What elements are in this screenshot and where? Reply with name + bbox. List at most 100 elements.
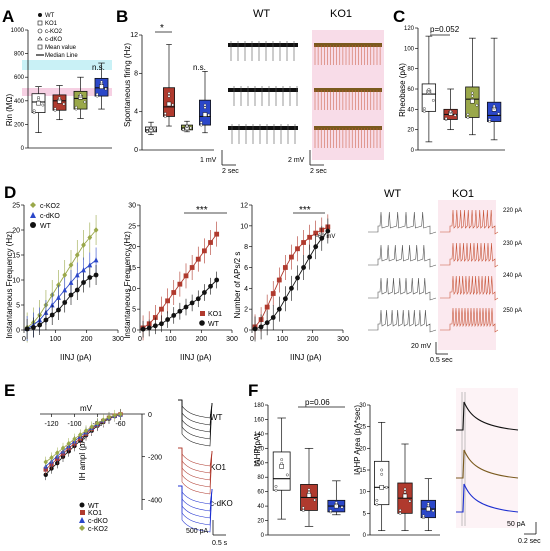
box-point [79, 93, 82, 97]
y-tick-label: 1000 [11, 28, 25, 34]
x-tick-label: 0 [138, 336, 142, 343]
d3-y-axis-label: Number of APs/2 s [233, 252, 242, 319]
y-tick-label: 15 [12, 253, 20, 260]
data-point-wt [165, 317, 171, 322]
data-point-c-ko2 [68, 262, 74, 268]
line-chart-e: -120-100-80-600-200-400 [40, 408, 162, 510]
y-tick-label: 40 [257, 504, 264, 510]
box-point [466, 116, 470, 119]
y-tick-label: 5 [132, 307, 136, 314]
panel-a-box-chart: Rin (MΩ) WT KO1 c-KO2 c-dKO Mean value M… [5, 13, 112, 126]
data-point-c-dko [62, 287, 68, 293]
y-tick-label: 8 [244, 244, 248, 251]
a-legend-cko2: c-KO2 [45, 29, 63, 35]
d1-legend-wt-marker [30, 222, 36, 228]
d1-legend-cko2-marker [30, 202, 36, 208]
e-legend-cdko: c-dKO [88, 518, 108, 525]
y-tick-label: 12 [240, 203, 248, 210]
d1-x-axis-label: IINJ (pA) [60, 353, 92, 362]
data-point-ko1 [189, 265, 195, 270]
box-point [466, 113, 470, 116]
data-point-ko1 [295, 246, 300, 252]
y-tick-label: 5 [16, 303, 20, 310]
box-point [492, 104, 496, 108]
e-x-tick-label: -120 [44, 421, 58, 428]
data-point-c-dko [74, 272, 80, 278]
box-point [280, 462, 284, 465]
y-tick-label: 100 [254, 461, 265, 467]
f-ahp-trace [456, 483, 519, 513]
data-point-c-ko2 [81, 242, 86, 248]
box-point [189, 126, 193, 130]
y-tick-label: 10 [128, 286, 136, 293]
panel-label-b: B [116, 7, 128, 26]
panel-d-line-charts: Instantaneous Frequency (Hz) Instantaneo… [5, 188, 522, 364]
y-tick-label: 80 [257, 475, 264, 481]
y-tick-label: 20 [257, 519, 264, 525]
data-point-ko1 [159, 306, 164, 312]
panel-label-f: F [248, 381, 258, 400]
a-legend-wt-marker [38, 13, 42, 17]
e-ih-trace [178, 485, 213, 526]
data-point-wt [93, 272, 99, 278]
data-point-c-ko2 [93, 227, 99, 233]
d-scale-v-label: 20 mV [411, 343, 432, 350]
data-point-ko1 [171, 290, 177, 295]
x-tick-label: 0 [22, 336, 26, 343]
y-tick-label: 5 [363, 511, 367, 517]
box-point [32, 109, 36, 113]
e-data-point-c-ko2 [95, 420, 100, 426]
box-mean-marker [470, 98, 475, 104]
box-point [422, 514, 425, 518]
data-point-c-dko [87, 262, 93, 268]
c-y-axis-label: Rheobase (pA) [398, 63, 407, 117]
panel-label-e: E [4, 381, 15, 400]
data-point-ko1 [270, 291, 276, 296]
e-trace-label-wt: WT [210, 413, 223, 422]
y-tick-label: 400 [14, 99, 25, 105]
b-ko1-trace-base [314, 43, 382, 47]
data-point-wt [208, 283, 213, 289]
box-point [53, 107, 57, 111]
box-point [167, 94, 171, 98]
data-point-wt [301, 265, 306, 270]
data-point-wt [56, 307, 61, 313]
d-step-labels: 220 pA 230 pA 240 pA 250 pA [503, 208, 522, 314]
b-sig-star: * [160, 23, 164, 34]
data-point-wt [189, 300, 195, 306]
box-point [427, 88, 431, 91]
data-point-wt [81, 280, 86, 285]
e-data-point-c-ko2 [112, 412, 117, 418]
data-point-c-dko [68, 279, 74, 285]
box-point [375, 503, 379, 507]
data-point-wt [307, 254, 313, 260]
d-wt-trace [368, 211, 437, 235]
data-point-wt [183, 304, 189, 310]
y-tick-label: 120 [254, 446, 265, 452]
d-ko1-trace [440, 307, 499, 333]
e-data-point-c-ko2 [60, 445, 66, 451]
d-wt-title: WT [384, 188, 401, 200]
box-point [203, 106, 207, 110]
x-tick-label: 200 [307, 336, 319, 343]
e-legend-ko1: KO1 [88, 510, 102, 517]
data-point-ko1 [165, 298, 170, 304]
data-point-ko1 [264, 304, 270, 310]
y-tick-label: 60 [407, 87, 414, 93]
e-legend-cko2: c-KO2 [88, 526, 108, 533]
d1-legend-cko2: c-KO2 [40, 203, 60, 210]
box-point [301, 506, 305, 510]
e-ih-trace [178, 399, 213, 419]
panel-label-a: A [2, 7, 14, 26]
y-tick-label: 8 [134, 70, 138, 77]
data-point-wt [68, 292, 74, 298]
data-point-wt [24, 326, 30, 332]
e-legend-cko2-marker [79, 525, 85, 531]
d3-sig-stars: *** [299, 205, 311, 216]
data-point-wt [264, 320, 270, 326]
data-point-wt [325, 228, 331, 234]
box-point [385, 485, 388, 489]
box-point [83, 100, 87, 104]
b-wt-title: WT [253, 8, 270, 20]
